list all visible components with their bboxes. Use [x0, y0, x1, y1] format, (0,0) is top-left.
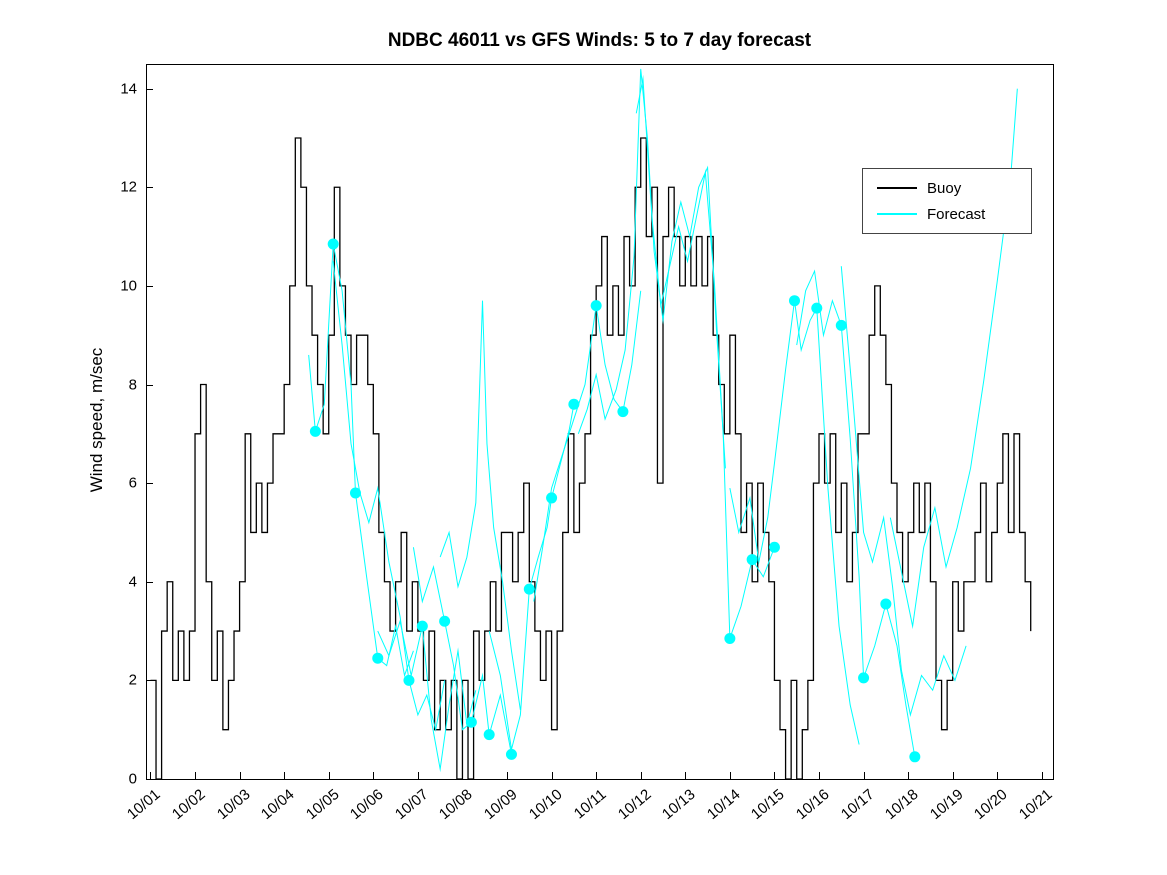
legend-entry-forecast: Forecast	[863, 201, 1031, 227]
y-axis-label: Wind speed, m/sec	[87, 347, 106, 493]
legend-label-forecast: Forecast	[927, 205, 986, 223]
legend-line-forecast	[877, 213, 917, 215]
legend-label-buoy: Buoy	[927, 179, 962, 197]
chart-title: NDBC 46011 vs GFS Winds: 5 to 7 day fore…	[387, 30, 812, 51]
legend-line-buoy	[877, 187, 917, 189]
legend[interactable]: Buoy Forecast	[862, 168, 1032, 234]
legend-entry-buoy: Buoy	[863, 175, 1031, 201]
